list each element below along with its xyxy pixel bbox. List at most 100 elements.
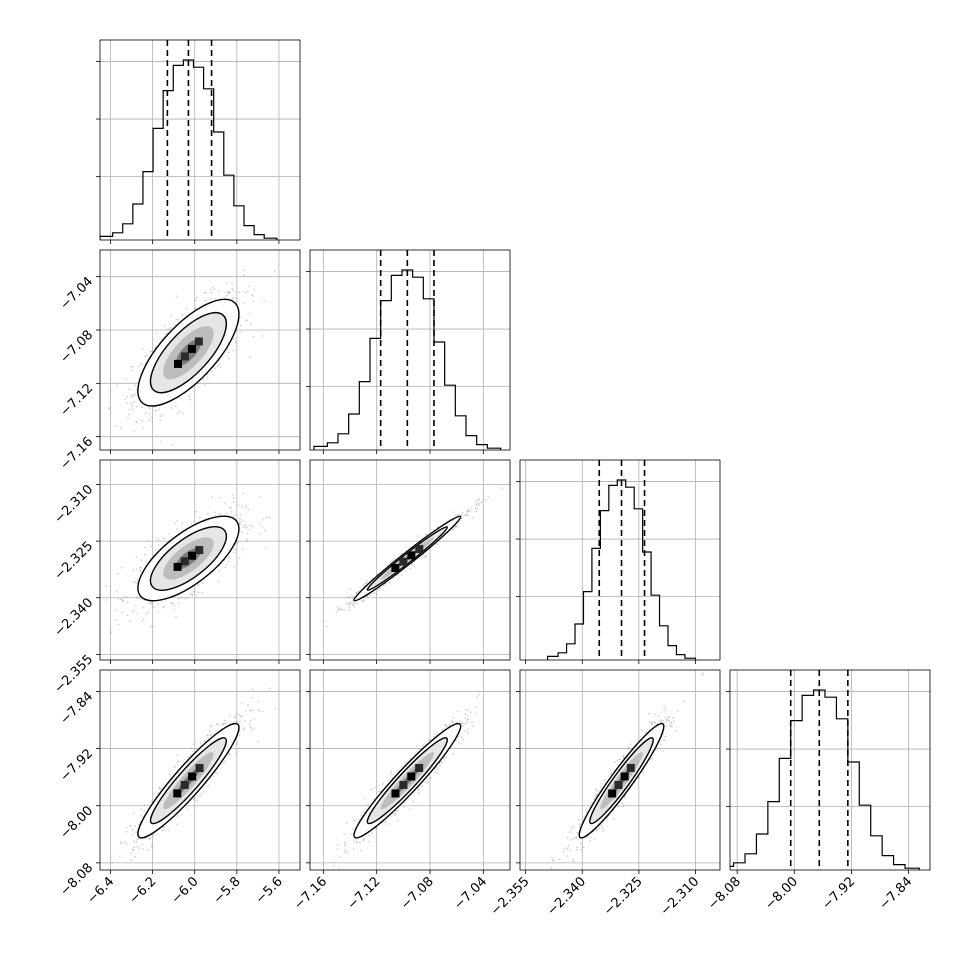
sample-point (238, 734, 241, 736)
sample-point (426, 781, 429, 784)
sample-point (173, 608, 175, 611)
density-core (188, 551, 197, 560)
sample-point (195, 594, 198, 597)
sample-point (659, 720, 662, 723)
sample-point (701, 672, 704, 674)
sample-point (356, 602, 359, 605)
sample-point (180, 814, 183, 816)
sample-point (153, 347, 156, 350)
x-tick-label: −7.04 (451, 874, 490, 913)
sample-point (203, 790, 205, 793)
density-core (173, 562, 182, 571)
panel-frame (99, 459, 301, 661)
sample-point (242, 492, 245, 495)
sample-point (437, 525, 440, 528)
sample-point (242, 269, 245, 272)
sample-point (454, 526, 457, 529)
sample-point (233, 497, 235, 500)
sample-point (251, 525, 254, 528)
sample-point (135, 556, 138, 558)
sample-point (134, 581, 137, 584)
sample-point (258, 533, 261, 536)
sample-point (139, 808, 142, 811)
sample-point (109, 390, 112, 393)
sample-point (135, 838, 138, 841)
sample-point (595, 829, 598, 832)
sample-point (130, 365, 133, 368)
sample-point (595, 794, 597, 797)
sample-point (194, 307, 197, 309)
sample-point (393, 812, 395, 815)
sample-point (214, 367, 217, 370)
sample-point (478, 504, 480, 506)
sample-point (173, 765, 176, 768)
sample-point (662, 750, 664, 752)
sample-point (460, 723, 463, 726)
sample-point (391, 559, 394, 561)
sample-point (463, 730, 466, 733)
sample-point (248, 722, 251, 725)
sample-point (444, 724, 447, 727)
sample-point (212, 374, 214, 377)
sample-point (163, 829, 166, 832)
sample-point (135, 831, 137, 834)
sample-point (176, 528, 179, 530)
sample-point (244, 720, 246, 722)
sample-point (217, 723, 220, 726)
sample-point (135, 841, 138, 843)
sample-point (243, 727, 246, 730)
sample-point (155, 332, 158, 335)
sample-point (171, 536, 173, 539)
sample-point (242, 728, 245, 731)
sample-point (138, 365, 141, 368)
sample-point (205, 291, 207, 294)
sample-point (457, 742, 460, 744)
sample-point (426, 780, 429, 783)
sample-point (251, 697, 254, 699)
sample-point (355, 820, 357, 822)
sample-point (177, 602, 180, 605)
sample-point (459, 720, 461, 722)
density-layer (332, 690, 480, 868)
sample-point (437, 768, 440, 770)
sample-point (219, 365, 222, 368)
sample-point (362, 838, 365, 841)
sample-point (452, 752, 454, 755)
sample-point (470, 711, 472, 714)
sample-point (209, 288, 212, 291)
sample-point (566, 848, 568, 851)
sample-point (268, 687, 271, 690)
x-tick-label: −6.0 (169, 874, 202, 907)
sample-point (467, 718, 470, 721)
sample-point (187, 596, 190, 599)
sample-point (131, 395, 134, 398)
sample-point (445, 756, 448, 758)
sample-point (239, 720, 241, 723)
sample-point (249, 725, 252, 728)
sample-point (465, 721, 468, 724)
sample-point (121, 611, 123, 614)
sample-point (388, 823, 391, 825)
sample-point (126, 596, 128, 599)
sample-point (259, 496, 261, 498)
sample-point (346, 604, 349, 606)
sample-point (344, 844, 346, 847)
sample-point (344, 841, 346, 844)
sample-point (117, 572, 119, 575)
sample-point (263, 529, 266, 532)
sample-point (145, 613, 148, 616)
x-tick-label: −7.08 (398, 874, 437, 913)
sample-point (170, 314, 173, 317)
sample-point (248, 285, 251, 288)
sample-point (228, 290, 231, 293)
sample-point (343, 833, 346, 836)
sample-point (126, 402, 129, 405)
sample-point (211, 496, 213, 499)
sample-point (223, 762, 225, 764)
sample-point (177, 412, 179, 415)
sample-point (216, 365, 219, 368)
sample-point (619, 758, 621, 760)
sample-point (624, 795, 626, 798)
sample-point (134, 384, 137, 387)
sample-point (353, 602, 356, 605)
